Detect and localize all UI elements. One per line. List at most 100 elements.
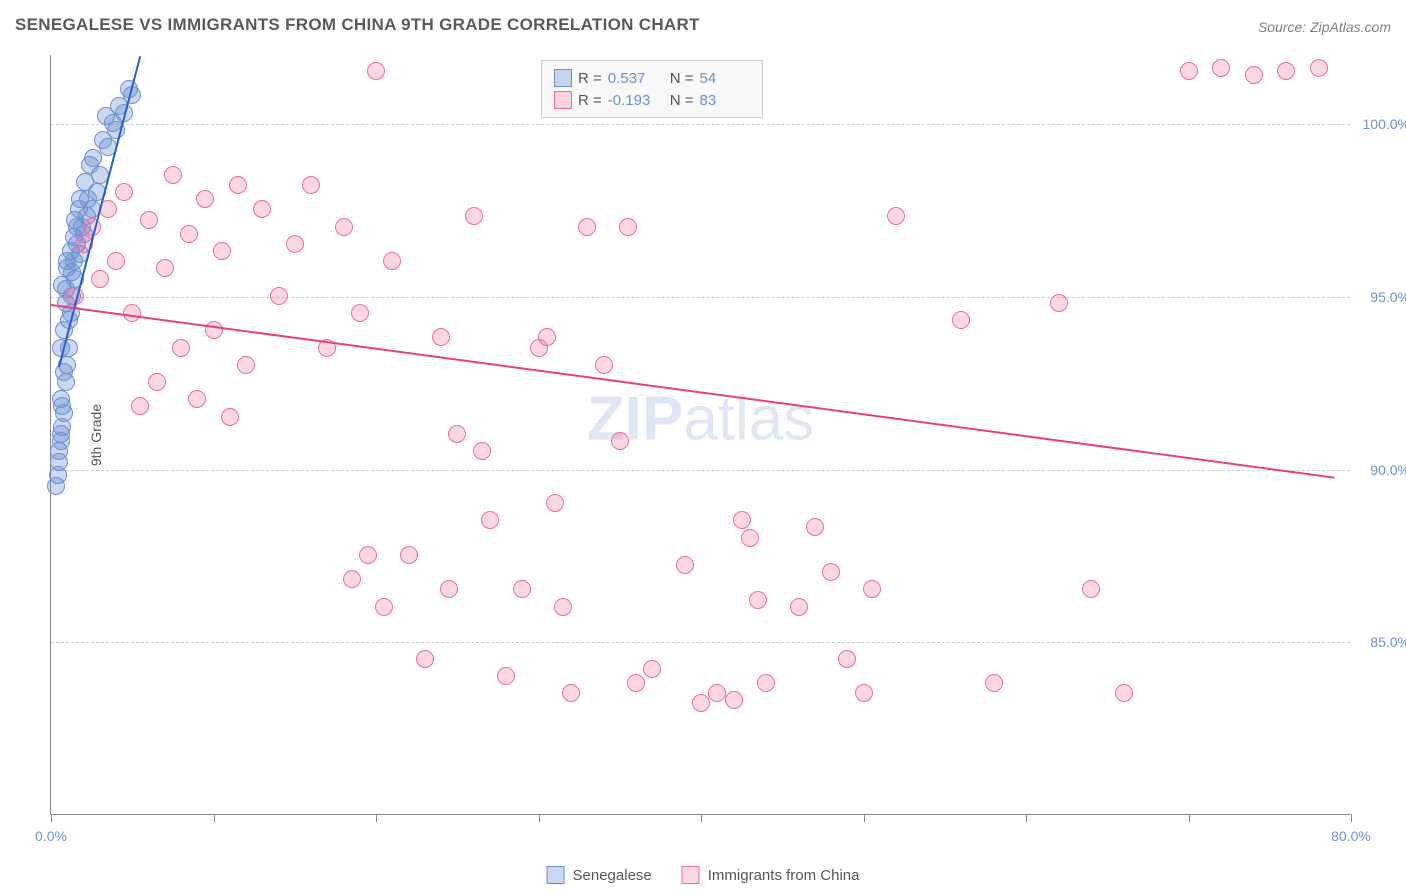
scatter-point bbox=[50, 442, 68, 460]
scatter-point bbox=[513, 580, 531, 598]
scatter-point bbox=[473, 442, 491, 460]
x-tick bbox=[214, 814, 215, 822]
scatter-point bbox=[1050, 294, 1068, 312]
scatter-point bbox=[725, 691, 743, 709]
legend-label: Immigrants from China bbox=[708, 867, 860, 884]
scatter-point bbox=[213, 242, 231, 260]
scatter-point bbox=[416, 650, 434, 668]
chart-plot-area: 9th Grade ZIPatlas 85.0%90.0%95.0%100.0%… bbox=[50, 55, 1350, 815]
scatter-point bbox=[76, 173, 94, 191]
scatter-point bbox=[562, 684, 580, 702]
scatter-point bbox=[1245, 66, 1263, 84]
scatter-point bbox=[595, 356, 613, 374]
scatter-point bbox=[286, 235, 304, 253]
scatter-point bbox=[52, 425, 70, 443]
scatter-point bbox=[985, 674, 1003, 692]
scatter-point bbox=[481, 511, 499, 529]
scatter-point bbox=[619, 218, 637, 236]
scatter-point bbox=[863, 580, 881, 598]
scatter-point bbox=[188, 390, 206, 408]
scatter-point bbox=[676, 556, 694, 574]
scatter-point bbox=[952, 311, 970, 329]
gridline bbox=[51, 124, 1350, 125]
scatter-point bbox=[440, 580, 458, 598]
scatter-point bbox=[822, 563, 840, 581]
scatter-point bbox=[343, 570, 361, 588]
scatter-point bbox=[107, 252, 125, 270]
scatter-point bbox=[741, 529, 759, 547]
y-tick-label: 100.0% bbox=[1363, 116, 1406, 132]
scatter-point bbox=[375, 598, 393, 616]
gridline bbox=[51, 642, 1350, 643]
gridline bbox=[51, 470, 1350, 471]
scatter-point bbox=[164, 166, 182, 184]
scatter-point bbox=[91, 270, 109, 288]
scatter-point bbox=[49, 466, 67, 484]
scatter-point bbox=[156, 259, 174, 277]
scatter-point bbox=[432, 328, 450, 346]
gridline bbox=[51, 297, 1350, 298]
scatter-point bbox=[692, 694, 710, 712]
scatter-point bbox=[53, 397, 71, 415]
scatter-point bbox=[400, 546, 418, 564]
chart-title: SENEGALESE VS IMMIGRANTS FROM CHINA 9TH … bbox=[15, 15, 700, 35]
scatter-point bbox=[131, 397, 149, 415]
source-label: Source: ZipAtlas.com bbox=[1258, 19, 1391, 35]
scatter-point bbox=[546, 494, 564, 512]
trendline bbox=[51, 304, 1335, 479]
legend-r-value: 0.537 bbox=[608, 70, 658, 87]
x-tick bbox=[701, 814, 702, 822]
legend-n-label: N = bbox=[670, 92, 694, 109]
scatter-point bbox=[1277, 62, 1295, 80]
legend-n-value: 54 bbox=[700, 70, 750, 87]
legend-r-value: -0.193 bbox=[608, 92, 658, 109]
scatter-point bbox=[148, 373, 166, 391]
scatter-point bbox=[887, 207, 905, 225]
scatter-point bbox=[196, 190, 214, 208]
scatter-point bbox=[465, 207, 483, 225]
scatter-point bbox=[733, 511, 751, 529]
legend-label: Senegalese bbox=[573, 867, 652, 884]
legend-r-label: R = bbox=[578, 92, 602, 109]
scatter-point bbox=[1310, 59, 1328, 77]
scatter-point bbox=[554, 598, 572, 616]
scatter-point bbox=[611, 432, 629, 450]
scatter-point bbox=[335, 218, 353, 236]
scatter-point bbox=[81, 156, 99, 174]
scatter-point bbox=[538, 328, 556, 346]
legend-n-label: N = bbox=[670, 70, 694, 87]
scatter-point bbox=[97, 107, 115, 125]
legend-n-value: 83 bbox=[700, 92, 750, 109]
scatter-point bbox=[1212, 59, 1230, 77]
legend-item: Immigrants from China bbox=[682, 866, 860, 884]
scatter-point bbox=[643, 660, 661, 678]
legend-row: R = -0.193 N = 83 bbox=[554, 89, 750, 111]
scatter-point bbox=[172, 339, 190, 357]
y-axis-label: 9th Grade bbox=[88, 403, 104, 465]
scatter-point bbox=[302, 176, 320, 194]
x-tick-label: 80.0% bbox=[1331, 828, 1371, 844]
x-tick-label: 0.0% bbox=[35, 828, 67, 844]
scatter-point bbox=[448, 425, 466, 443]
x-tick bbox=[1026, 814, 1027, 822]
scatter-point bbox=[1082, 580, 1100, 598]
x-tick bbox=[539, 814, 540, 822]
scatter-point bbox=[253, 200, 271, 218]
scatter-point bbox=[180, 225, 198, 243]
scatter-point bbox=[229, 176, 247, 194]
scatter-point bbox=[497, 667, 515, 685]
x-tick bbox=[1351, 814, 1352, 822]
scatter-point bbox=[749, 591, 767, 609]
scatter-point bbox=[270, 287, 288, 305]
y-tick-label: 95.0% bbox=[1370, 289, 1406, 305]
legend-row: R = 0.537N = 54 bbox=[554, 67, 750, 89]
y-tick-label: 90.0% bbox=[1370, 462, 1406, 478]
scatter-point bbox=[237, 356, 255, 374]
scatter-point bbox=[806, 518, 824, 536]
scatter-point bbox=[359, 546, 377, 564]
x-tick bbox=[51, 814, 52, 822]
scatter-point bbox=[1115, 684, 1133, 702]
scatter-point bbox=[115, 183, 133, 201]
legend-swatch bbox=[682, 866, 700, 884]
x-tick bbox=[376, 814, 377, 822]
